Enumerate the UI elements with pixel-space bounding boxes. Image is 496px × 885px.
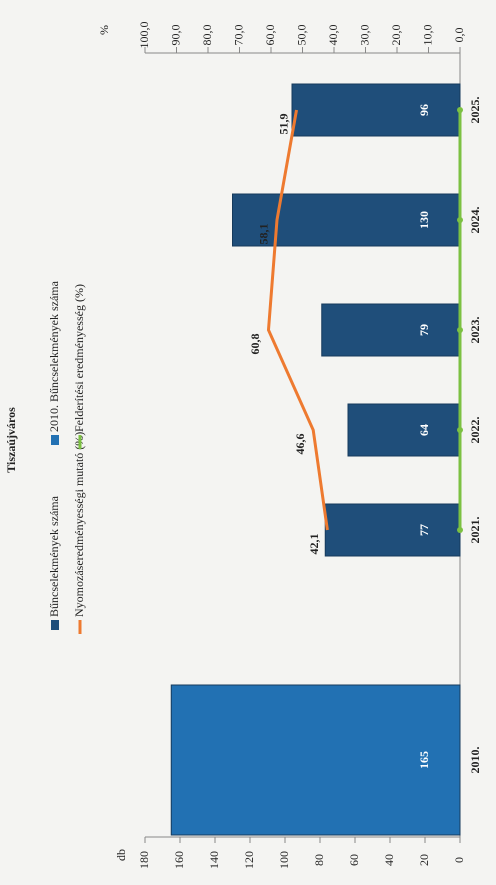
y2-tick-label: 10,0 <box>420 25 434 46</box>
line <box>266 109 329 531</box>
rotated-chart: Tiszaújváros db % 0 20 40 60 80 100 120 140 160 1… <box>4 22 482 870</box>
bar <box>324 503 461 557</box>
bar <box>347 403 461 457</box>
legend-label: Felderítési eredményesség (%) <box>72 284 86 432</box>
y-tick-label: 140 <box>207 851 221 869</box>
y2-tick-label: 0,0 <box>452 28 466 43</box>
y-tick-label: 100 <box>277 851 291 869</box>
y-tick-label: 80 <box>312 854 326 866</box>
bar-value-label: 77 <box>417 524 431 536</box>
legend-label: Bűncselekmények száma <box>47 495 61 617</box>
x-tick-label: 2023. <box>468 317 482 344</box>
y-tick-label: 180 <box>137 851 151 869</box>
x-tick-label: 2025. <box>468 97 482 124</box>
bar-value-label: 64 <box>417 424 431 436</box>
y2-tick-label: 30,0 <box>357 25 371 46</box>
legend-label: 2010. Bűncselekmények száma <box>47 280 61 432</box>
point <box>457 427 463 433</box>
y2-tick-label: 100,0 <box>137 22 151 49</box>
x-tick-label: 2024. <box>468 207 482 234</box>
y-tick-label: 20 <box>417 854 431 866</box>
y2-tick-label: 60,0 <box>263 25 277 46</box>
x-tick-label: 2021. <box>468 517 482 544</box>
bar-value-label: 96 <box>417 104 431 116</box>
y-axis-title: db <box>114 849 128 861</box>
line-value-label: 51,9 <box>276 114 290 135</box>
bar-value-label: 165 <box>417 751 431 769</box>
x-tick-label: 2010. <box>468 747 482 774</box>
point <box>457 327 463 333</box>
bar <box>170 684 461 836</box>
y-tick-label: 40 <box>382 854 396 866</box>
point <box>457 107 463 113</box>
y2-tick-label: 90,0 <box>168 25 182 46</box>
y2-tick-label: 70,0 <box>231 25 245 46</box>
point <box>457 217 463 223</box>
point <box>457 527 463 533</box>
line-value-label: 42,1 <box>307 534 321 555</box>
legend-label: Nyomozáseredményességi mutató (%) <box>72 432 86 617</box>
y2-tick-label: 20,0 <box>389 25 403 46</box>
bar-value-label: 79 <box>417 324 431 336</box>
y2-tick-label: 40,0 <box>326 25 340 46</box>
line-value-label: 46,6 <box>293 434 307 455</box>
bar-value-label: 130 <box>417 211 431 229</box>
y2-tick-label: 50,0 <box>294 25 308 46</box>
line-value-label: 60,8 <box>248 334 262 355</box>
y-tick-label: 160 <box>172 851 186 869</box>
legend-swatch <box>51 435 59 445</box>
y2-tick-label: 80,0 <box>200 25 214 46</box>
bar <box>291 83 461 137</box>
legend-swatch <box>51 620 59 630</box>
y-tick-label: 120 <box>242 851 256 869</box>
chart-title: Tiszaújváros <box>4 407 18 473</box>
y-tick-label: 60 <box>347 854 361 866</box>
y2-axis-title: % <box>97 25 111 35</box>
x-tick-label: 2022. <box>468 417 482 444</box>
line-value-label: 58,1 <box>257 224 271 245</box>
bar <box>321 303 461 357</box>
y-tick-label: 0 <box>452 857 466 863</box>
